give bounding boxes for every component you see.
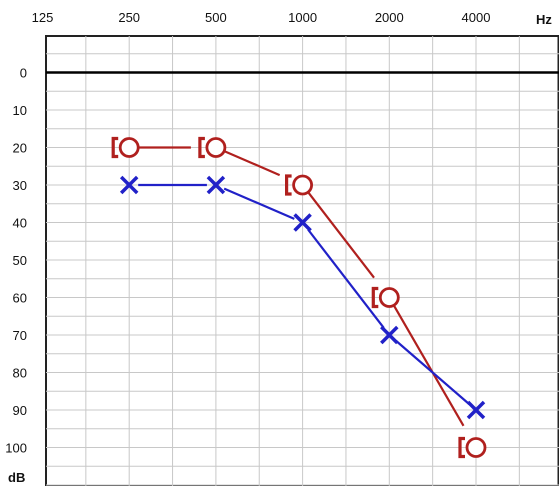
data-point-circle-marker	[380, 289, 398, 307]
data-point-circle-marker	[207, 139, 225, 157]
y-tick-label: 0	[20, 66, 27, 81]
x-tick-label: 4000	[462, 10, 491, 25]
y-axis-unit-label: dB	[8, 470, 25, 485]
series-line-segment	[309, 193, 374, 278]
y-tick-label: 80	[13, 366, 27, 381]
y-tick-label: 70	[13, 328, 27, 343]
data-point-circle-marker	[120, 139, 138, 157]
x-axis-unit-label: Hz	[536, 12, 552, 27]
x-tick-label: 500	[205, 10, 227, 25]
y-tick-label: 40	[13, 216, 27, 231]
data-point-circle-marker	[467, 439, 485, 457]
y-tick-label: 20	[13, 141, 27, 156]
y-tick-label: 60	[13, 291, 27, 306]
y-tick-label: 100	[5, 441, 27, 456]
x-tick-label: 2000	[375, 10, 404, 25]
x-tick-label: 125	[32, 10, 54, 25]
y-tick-label: 30	[13, 178, 27, 193]
series-line-segment	[394, 306, 463, 426]
data-point-circle-marker	[294, 176, 312, 194]
y-tick-label: 50	[13, 253, 27, 268]
x-tick-label: 250	[118, 10, 140, 25]
x-axis-tick-labels: 125 250 500 1000 2000 4000	[32, 10, 491, 25]
series-line-segment	[225, 151, 280, 175]
y-axis-tick-labels: 0 10 20 30 40 50 60 70 80 90 100	[5, 66, 27, 456]
y-tick-label: 90	[13, 403, 27, 418]
y-tick-label: 10	[13, 103, 27, 118]
x-tick-label: 1000	[288, 10, 317, 25]
